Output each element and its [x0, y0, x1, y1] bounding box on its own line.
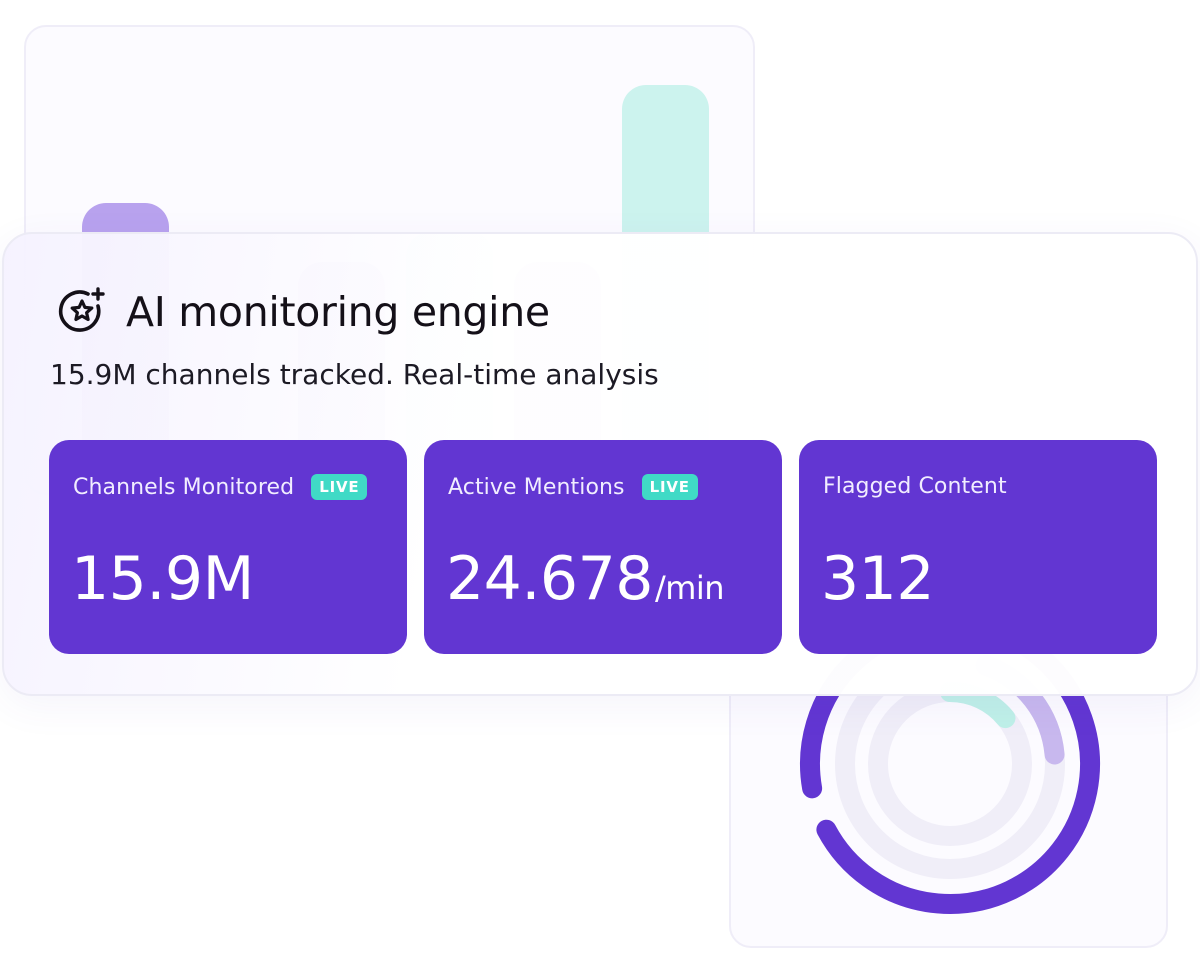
live-badge: LIVE — [311, 474, 368, 500]
stat-card-channels: Channels Monitored LIVE 15.9M — [49, 440, 407, 654]
stat-label: Flagged Content — [823, 474, 1007, 499]
stat-card-mentions: Active Mentions LIVE 24.678 /min — [424, 440, 782, 654]
stats-row: Channels Monitored LIVE 15.9M Active Men… — [49, 440, 1157, 654]
stat-value: 15.9M — [71, 544, 254, 614]
stat-number: 312 — [821, 544, 935, 614]
live-badge: LIVE — [641, 474, 698, 500]
stat-label: Channels Monitored — [73, 474, 295, 500]
stat-value: 24.678 /min — [446, 544, 725, 614]
ai-monitoring-panel: AI monitoring engine 15.9M channels trac… — [2, 232, 1198, 696]
stat-card-flagged: Flagged Content 312 — [799, 440, 1157, 654]
stat-value: 312 — [821, 544, 935, 614]
stat-number: 24.678 — [446, 544, 653, 614]
stat-number: 15.9M — [71, 544, 254, 614]
panel-title: AI monitoring engine — [126, 288, 550, 336]
panel-header: AI monitoring engine — [54, 284, 550, 340]
stat-label: Active Mentions — [448, 474, 625, 500]
sparkle-star-icon — [58, 287, 105, 332]
stat-unit: /min — [654, 569, 725, 607]
panel-subtitle: 15.9M channels tracked. Real-time analys… — [50, 358, 659, 391]
